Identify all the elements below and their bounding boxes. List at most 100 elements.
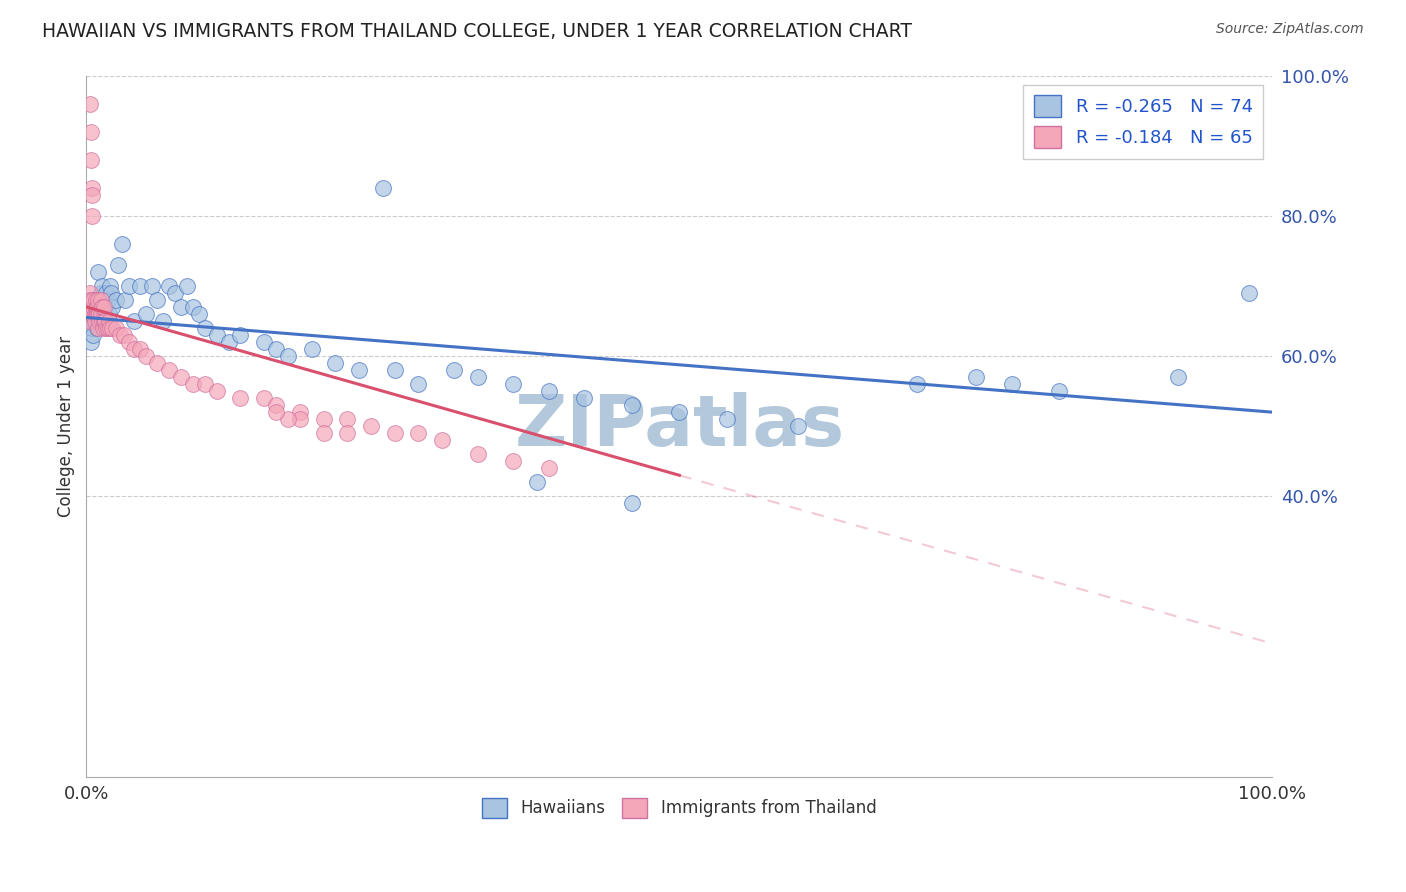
Point <box>443 363 465 377</box>
Point <box>89 307 111 321</box>
Point <box>229 391 252 405</box>
Point <box>84 307 107 321</box>
Point <box>91 321 114 335</box>
Point <box>325 356 347 370</box>
Point <box>668 405 690 419</box>
Point <box>157 363 180 377</box>
Point <box>1000 377 1022 392</box>
Point <box>89 293 111 307</box>
Point <box>384 426 406 441</box>
Point <box>89 314 111 328</box>
Point <box>181 300 204 314</box>
Point <box>467 447 489 461</box>
Point <box>84 300 107 314</box>
Point <box>194 377 217 392</box>
Point <box>152 314 174 328</box>
Point <box>80 293 103 307</box>
Point <box>264 398 287 412</box>
Point <box>114 293 136 307</box>
Point <box>253 334 276 349</box>
Point <box>264 405 287 419</box>
Point <box>965 370 987 384</box>
Point <box>146 356 169 370</box>
Point <box>1167 370 1189 384</box>
Point <box>170 300 193 314</box>
Point <box>787 419 810 434</box>
Point <box>467 370 489 384</box>
Point <box>82 314 104 328</box>
Point <box>135 349 157 363</box>
Point <box>277 412 299 426</box>
Point <box>82 209 104 223</box>
Point <box>90 314 112 328</box>
Point <box>101 300 124 314</box>
Point <box>205 328 228 343</box>
Point <box>253 391 276 405</box>
Point <box>157 279 180 293</box>
Point <box>90 314 112 328</box>
Point <box>336 412 359 426</box>
Point <box>96 321 118 335</box>
Point <box>165 285 187 300</box>
Point <box>194 321 217 335</box>
Point <box>93 293 115 307</box>
Point <box>82 300 104 314</box>
Point <box>89 314 111 328</box>
Point <box>205 384 228 398</box>
Point <box>79 96 101 111</box>
Point <box>93 314 115 328</box>
Point <box>82 180 104 194</box>
Point <box>122 342 145 356</box>
Point <box>89 307 111 321</box>
Point <box>312 426 335 441</box>
Point <box>87 293 110 307</box>
Point <box>98 321 121 335</box>
Point <box>347 363 370 377</box>
Point <box>86 307 108 321</box>
Point <box>371 180 394 194</box>
Point <box>620 398 643 412</box>
Point <box>87 300 110 314</box>
Point <box>93 307 115 321</box>
Point <box>87 307 110 321</box>
Point <box>86 321 108 335</box>
Point <box>181 377 204 392</box>
Point <box>360 419 382 434</box>
Text: Source: ZipAtlas.com: Source: ZipAtlas.com <box>1216 22 1364 37</box>
Point <box>188 307 211 321</box>
Point <box>108 328 131 343</box>
Point <box>135 307 157 321</box>
Point <box>97 293 120 307</box>
Point <box>93 300 115 314</box>
Point <box>82 187 104 202</box>
Point <box>537 461 560 475</box>
Point <box>408 426 430 441</box>
Legend: Hawaiians, Immigrants from Thailand: Hawaiians, Immigrants from Thailand <box>475 791 883 824</box>
Point <box>94 300 117 314</box>
Point <box>82 293 104 307</box>
Point <box>288 412 311 426</box>
Point <box>1047 384 1070 398</box>
Point <box>80 125 103 139</box>
Point <box>84 293 107 307</box>
Point <box>86 314 108 328</box>
Point <box>112 328 135 343</box>
Point <box>97 314 120 328</box>
Point <box>104 293 127 307</box>
Point <box>574 391 596 405</box>
Point <box>430 434 453 448</box>
Point <box>1237 285 1260 300</box>
Point <box>82 300 104 314</box>
Point <box>502 454 524 468</box>
Point <box>82 321 104 335</box>
Point <box>111 236 134 251</box>
Point <box>91 307 114 321</box>
Point <box>89 307 111 321</box>
Point <box>141 279 163 293</box>
Point <box>98 279 121 293</box>
Point <box>118 334 141 349</box>
Point <box>90 300 112 314</box>
Text: ZIPatlas: ZIPatlas <box>515 392 845 460</box>
Point <box>94 314 117 328</box>
Point <box>107 258 129 272</box>
